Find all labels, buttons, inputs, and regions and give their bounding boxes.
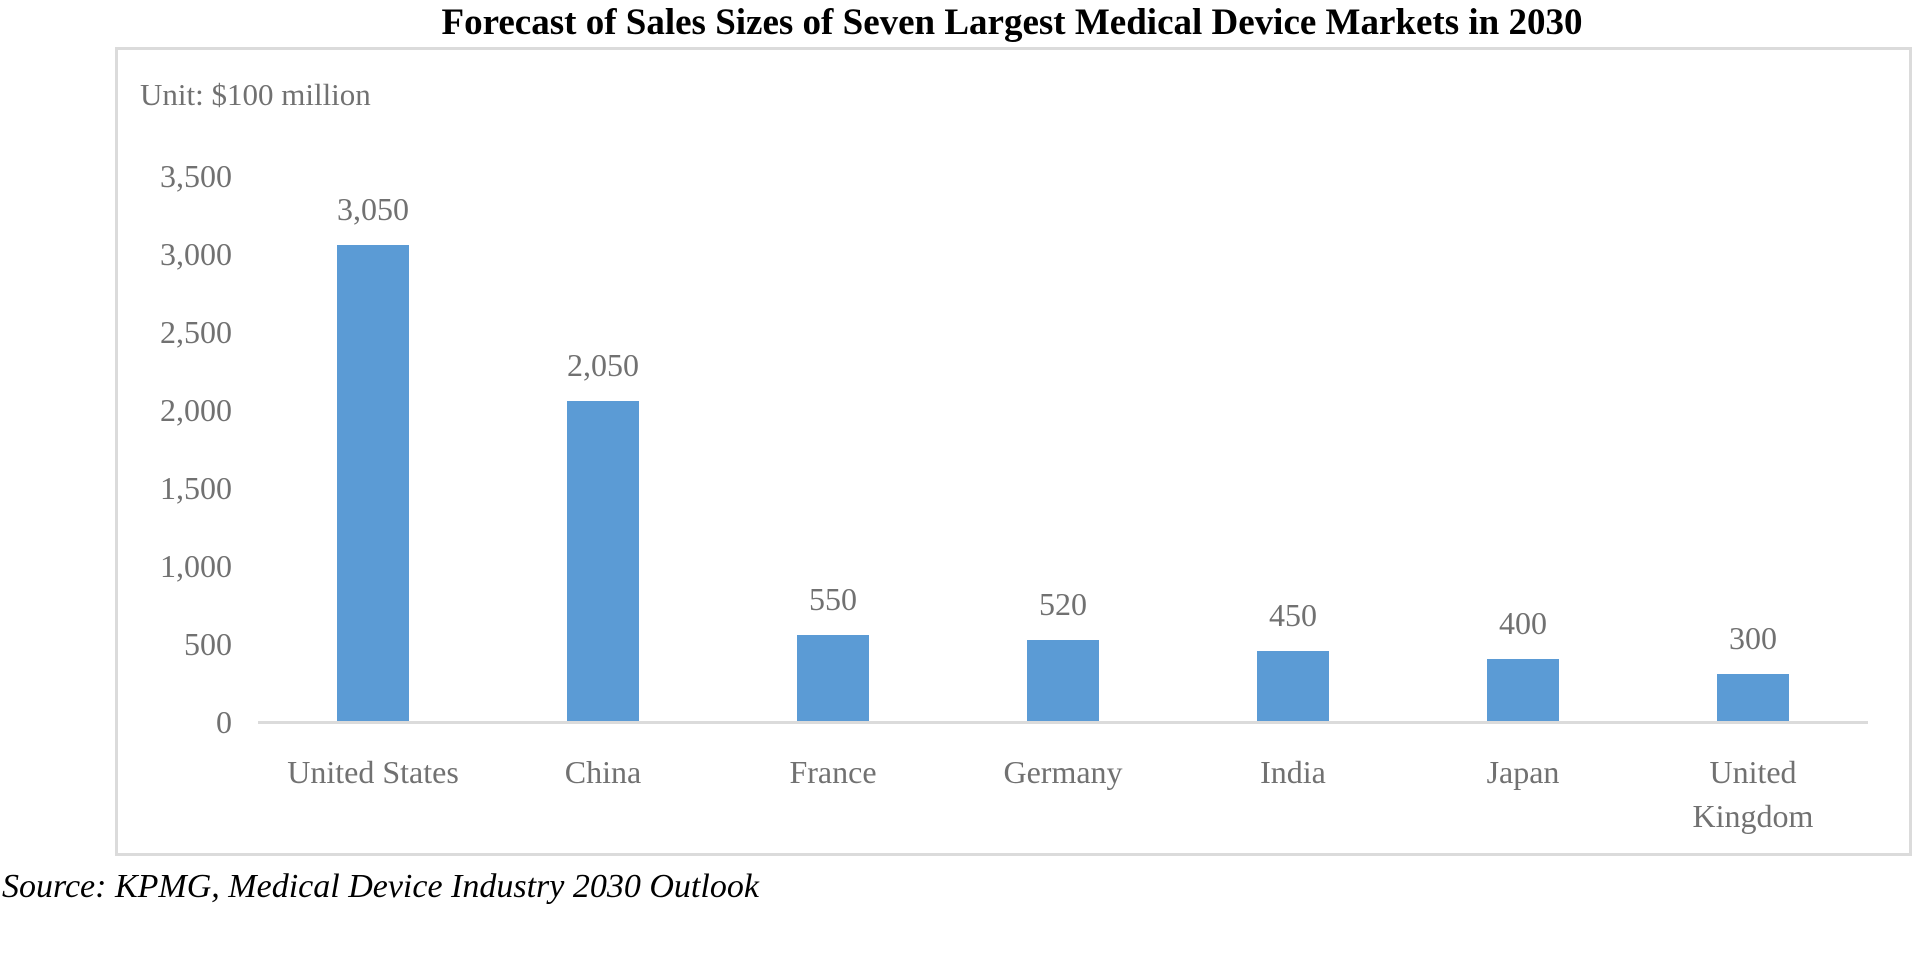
plot-area: Unit: $100 million 0 500 1,000 1,500 2,000 2,… bbox=[115, 47, 1912, 856]
y-tick-label: 2,000 bbox=[160, 392, 232, 428]
category-label: China bbox=[564, 754, 642, 790]
category-label: United Kingdom bbox=[1692, 754, 1814, 834]
bar-column: 400 bbox=[1408, 50, 1638, 721]
bar-value-label: 520 bbox=[1039, 586, 1087, 622]
y-tick-label: 1,500 bbox=[160, 470, 232, 506]
source-note: Source: KPMG, Medical Device Industry 20… bbox=[2, 868, 759, 905]
bar-value-label: 2,050 bbox=[567, 347, 639, 383]
unit-label: Unit: $100 million bbox=[140, 77, 371, 112]
bar bbox=[1027, 640, 1099, 721]
bar-value-label: 3,050 bbox=[337, 191, 409, 227]
bar bbox=[1487, 659, 1559, 721]
bar-column: 2,050 bbox=[488, 50, 718, 721]
y-tick-label: 3,000 bbox=[160, 236, 232, 272]
category-axis-labels: United States China France Germany India Japa… bbox=[258, 750, 1868, 838]
bar bbox=[337, 245, 409, 721]
bar-column: 450 bbox=[1178, 50, 1408, 721]
bar-column: 3,050 bbox=[258, 50, 488, 721]
bar bbox=[1257, 651, 1329, 721]
category-label: Germany bbox=[1003, 754, 1123, 790]
y-tick-label: 1,000 bbox=[160, 548, 232, 584]
bar-value-label: 550 bbox=[809, 581, 857, 617]
bar-value-label: 450 bbox=[1269, 597, 1317, 633]
x-axis-line bbox=[258, 721, 1868, 724]
category-label: France bbox=[789, 754, 877, 790]
bar bbox=[567, 401, 639, 721]
bar bbox=[1717, 674, 1789, 721]
y-tick-label: 2,500 bbox=[160, 314, 232, 350]
bar-value-label: 300 bbox=[1729, 620, 1777, 656]
bars-container: 3,050 2,050 550 520 450 400 300 bbox=[258, 50, 1868, 721]
bar-column: 300 bbox=[1638, 50, 1868, 721]
category-label: Japan bbox=[1486, 754, 1560, 790]
bar bbox=[797, 635, 869, 721]
y-tick-label: 3,500 bbox=[160, 158, 232, 194]
chart-title: Forecast of Sales Sizes of Seven Largest… bbox=[441, 2, 1583, 43]
bar-column: 520 bbox=[948, 50, 1178, 721]
category-label: India bbox=[1260, 754, 1326, 790]
category-label: United States bbox=[287, 754, 459, 790]
y-tick-label: 500 bbox=[184, 626, 232, 662]
y-tick-label: 0 bbox=[216, 704, 232, 740]
bar-value-label: 400 bbox=[1499, 605, 1547, 641]
bar-column: 550 bbox=[718, 50, 948, 721]
